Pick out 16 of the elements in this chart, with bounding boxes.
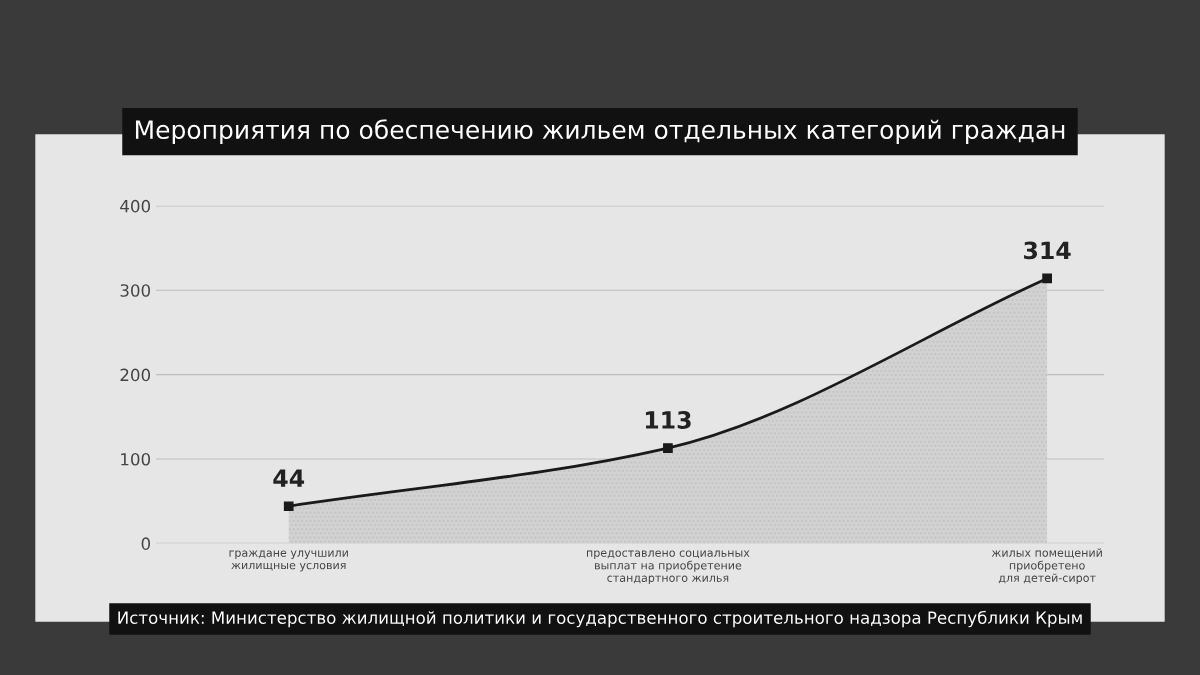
y-tick-label: 0	[141, 537, 151, 550]
x-tick-label: предоставлено социальных выплат на приобретение стандартного жилья	[586, 550, 750, 585]
data-label: 44	[273, 469, 305, 487]
y-tick-label: 100	[121, 452, 151, 466]
point	[1042, 273, 1052, 284]
x-tick-label: граждане улучшили жилищные условия	[229, 550, 348, 572]
y-tick-label: 200	[120, 368, 151, 382]
y-tick-label: 300	[120, 284, 151, 297]
point	[663, 443, 673, 453]
x-tick-label: жилых помещений приобретено для детей-сирот	[991, 548, 1102, 585]
y-tick-label: 400	[120, 199, 151, 213]
chart-title: Мероприятия по обеспечению жильем отдельных категорий граждан	[135, 119, 1065, 144]
data-label: 314	[1024, 241, 1071, 260]
data-label: 113	[645, 411, 691, 429]
text: Источник: Министерство жилищной политики и государственного строительного надзора Республики Крым	[118, 610, 1082, 628]
point	[283, 501, 294, 512]
